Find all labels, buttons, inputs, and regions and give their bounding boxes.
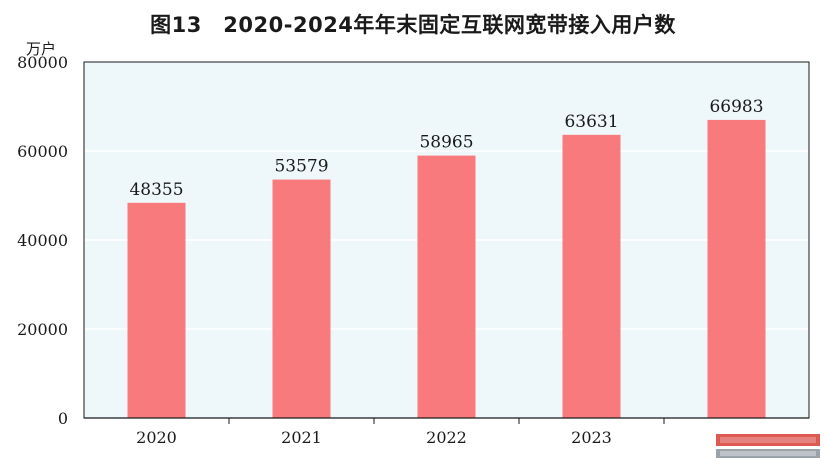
y-axis-ticks: 0 20000 40000 60000 80000 — [17, 53, 68, 428]
bar-value-label: 58965 — [419, 133, 473, 153]
x-tick-label: 2022 — [426, 428, 467, 447]
y-tick-label: 40000 — [17, 231, 68, 250]
y-tick-label: 60000 — [17, 142, 68, 161]
x-tick-label: 2020 — [136, 428, 177, 447]
watermark-logo — [712, 431, 824, 461]
x-tick-label: 2021 — [281, 428, 322, 447]
x-axis-ticks: 20202021202220232024 — [136, 418, 757, 447]
bar-value-label: 48355 — [129, 180, 183, 200]
y-tick-label: 0 — [58, 409, 68, 428]
chart-title: 图13 2020-2024年年末固定互联网宽带接入用户数 — [150, 13, 676, 37]
bars — [127, 119, 766, 419]
bar-2021 — [272, 179, 331, 418]
y-axis-unit-label: 万户 — [26, 40, 57, 58]
bar-value-label: 53579 — [274, 157, 328, 177]
value-labels: 48355 53579 58965 63631 66983 — [129, 97, 763, 200]
y-tick-label: 80000 — [17, 53, 68, 72]
bar-2020 — [127, 202, 186, 418]
bar-2022 — [417, 155, 476, 418]
bar-value-label: 63631 — [564, 112, 618, 132]
x-tick-label: 2023 — [571, 428, 612, 447]
bar-value-label: 66983 — [709, 97, 763, 117]
y-tick-label: 20000 — [17, 320, 68, 339]
bar-2024 — [707, 119, 766, 418]
bar-2023 — [562, 134, 621, 419]
